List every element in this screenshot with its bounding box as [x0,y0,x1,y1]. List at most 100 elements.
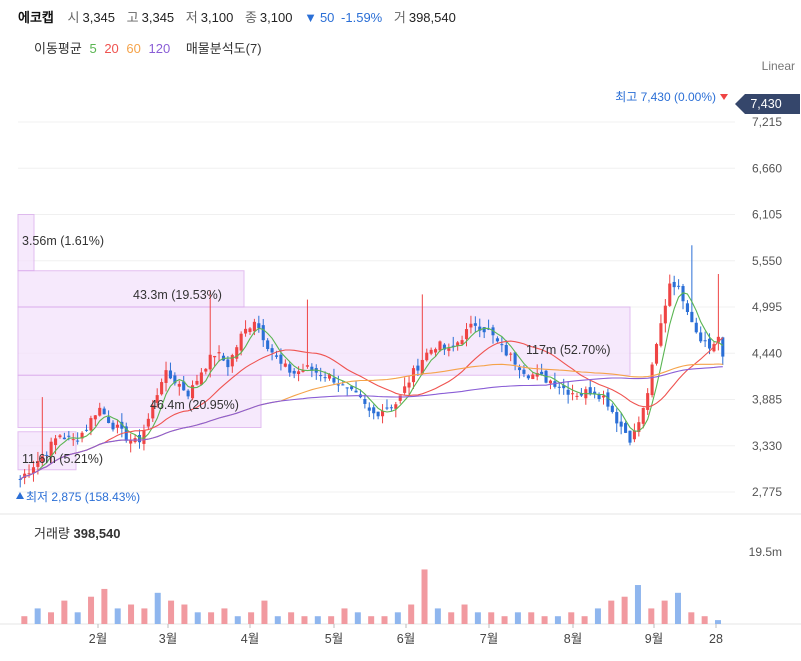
candle-body [385,407,389,409]
volume-bar [288,612,295,624]
high-marker-icon [720,94,728,100]
candle-body [332,377,336,383]
ma-60[interactable]: 60 [126,41,141,56]
low-annotation: 최저 2,875 (158.43%) [26,490,140,504]
candle-body [248,328,252,333]
candle-body [217,352,221,354]
ma-20[interactable]: 20 [104,41,119,56]
stock-header: 에코캡 시 3,345 고 3,345 저 3,100 종 3,100 ▼ 50 -1.5… [18,7,464,26]
candle-body [663,305,667,324]
ma-legend-title[interactable]: 이동평균 [34,41,82,56]
volume-profile-label: 43.3m (19.53%) [133,288,222,302]
volume-bar [128,604,135,624]
volume-bar [141,608,148,624]
candle-body [336,384,340,386]
volume-bar [181,604,188,624]
ma-legend: 이동평균 5 20 60 120 매물분석도(7) [34,38,266,57]
price-tick-label: 6,105 [752,208,782,222]
candle-body [71,439,75,441]
candle-body [699,332,703,342]
candle-body [535,373,539,377]
volume-pane-value: 398,540 [73,526,121,541]
volume-bar [394,612,401,624]
volume-bar [421,569,428,624]
candle-body [142,430,146,444]
candle-body [301,370,305,372]
candle-body [129,440,133,444]
volume-profile [17,214,631,471]
volume-profile-toggle[interactable]: 매물분석도(7) [185,41,262,56]
volume-profile-band [17,374,262,428]
candle-body [190,385,195,399]
candle-body [84,429,89,431]
ma-line-5 [19,292,724,480]
candle-body [124,426,128,441]
candle-body [566,389,570,395]
candles [18,245,725,488]
candle-body [442,344,446,350]
volume-bar [448,612,455,624]
candle-body [177,383,181,387]
ma-5[interactable]: 5 [89,41,97,56]
candle-body [632,430,636,440]
candle-body [160,382,164,395]
volume-bar [634,585,641,624]
volume-profile-label: 117m (52.70%) [526,343,611,357]
candle-body [464,329,469,340]
x-tick-label: 7월 [480,632,498,646]
candle-body [654,344,659,364]
candle-body [509,353,513,355]
price-tick-label: 6,660 [752,161,782,175]
x-tick-label: 4월 [241,632,259,646]
volume-profile-label: 3.56m (1.61%) [22,234,104,248]
volume-value: 398,540 [408,10,456,25]
volume-bar [194,612,201,624]
volume-bar [568,612,575,624]
candle-body [703,340,707,342]
candle-body [562,385,566,389]
candle-body [500,344,504,346]
change-percent: -1.59% [341,10,383,25]
scale-mode-toggle[interactable]: Linear [761,59,795,73]
candle-body [40,456,44,462]
candle-body [606,392,610,407]
candle-body [120,421,124,429]
candle-body [76,440,80,442]
candle-body [668,283,672,306]
ma-120[interactable]: 120 [148,41,171,56]
candle-body [434,349,438,353]
candle-body [588,387,592,395]
candle-body [45,454,49,456]
volume-bar [328,616,335,624]
candle-body [425,352,429,361]
candle-body [487,328,491,330]
candle-body [575,395,579,397]
candle-body [721,337,725,357]
candle-body [389,407,393,409]
volume-bar [114,608,121,624]
candle-body [266,340,270,349]
candle-body [204,368,208,372]
volume-bar [101,588,108,624]
ma-line-20 [19,337,724,480]
candle-body [93,415,97,420]
low-value: 3,100 [200,10,234,25]
candle-body [447,348,451,351]
candle-body [367,407,371,411]
candle-body [49,441,53,456]
volume-bar [594,608,601,624]
candle-body [146,418,150,427]
volume-bar [74,612,81,624]
candle-body [526,375,530,379]
volume-bar [21,616,28,624]
volume-bar [648,608,655,624]
volume-bar [688,612,695,624]
candle-body [597,394,601,399]
candle-body [363,399,367,404]
volume-bar [701,616,708,624]
candle-body [288,364,292,373]
candle-body [310,366,314,371]
volume-bars: 19.5m [21,545,782,624]
ma-line-120 [19,366,723,480]
